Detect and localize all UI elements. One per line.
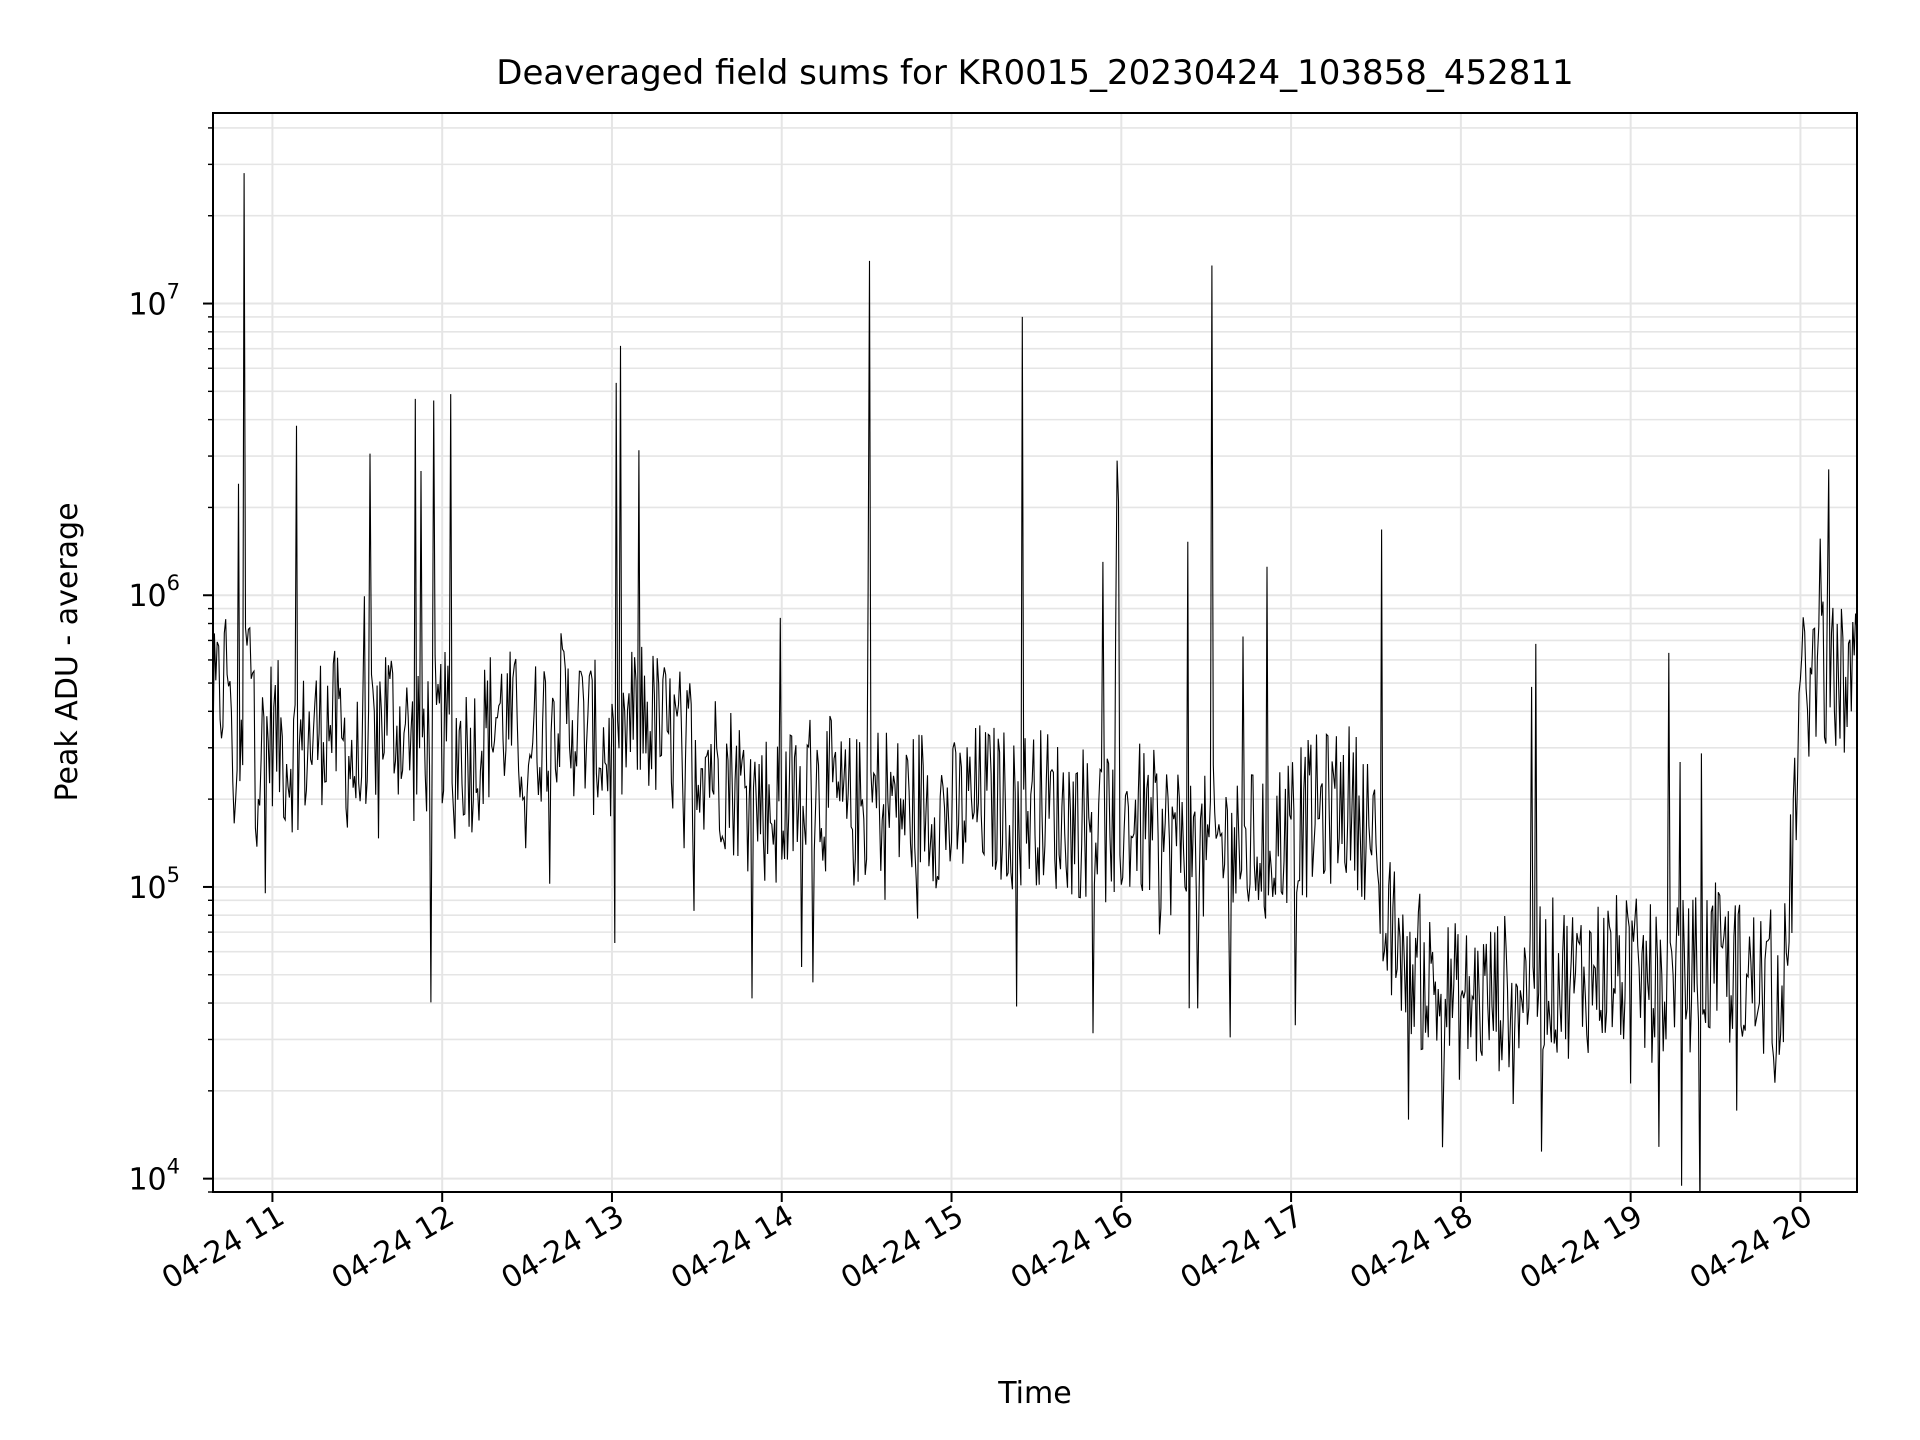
plot-area <box>212 112 1858 1193</box>
y-axis: 104 105 106 107 <box>128 127 213 1198</box>
y-axis-label: Peak ADU - average <box>50 502 85 801</box>
y-tick-label: 105 <box>128 863 180 906</box>
y-tick-label: 104 <box>128 1155 180 1198</box>
y-tick-label: 107 <box>128 280 180 323</box>
series-line <box>213 173 1857 1192</box>
x-axis-label: Time <box>997 1376 1071 1411</box>
chart-title: Deaveraged field sums for KR0015_2023042… <box>496 53 1573 93</box>
y-tick-label: 106 <box>128 571 180 614</box>
grid <box>213 113 1857 1193</box>
series-group <box>213 173 1857 1192</box>
